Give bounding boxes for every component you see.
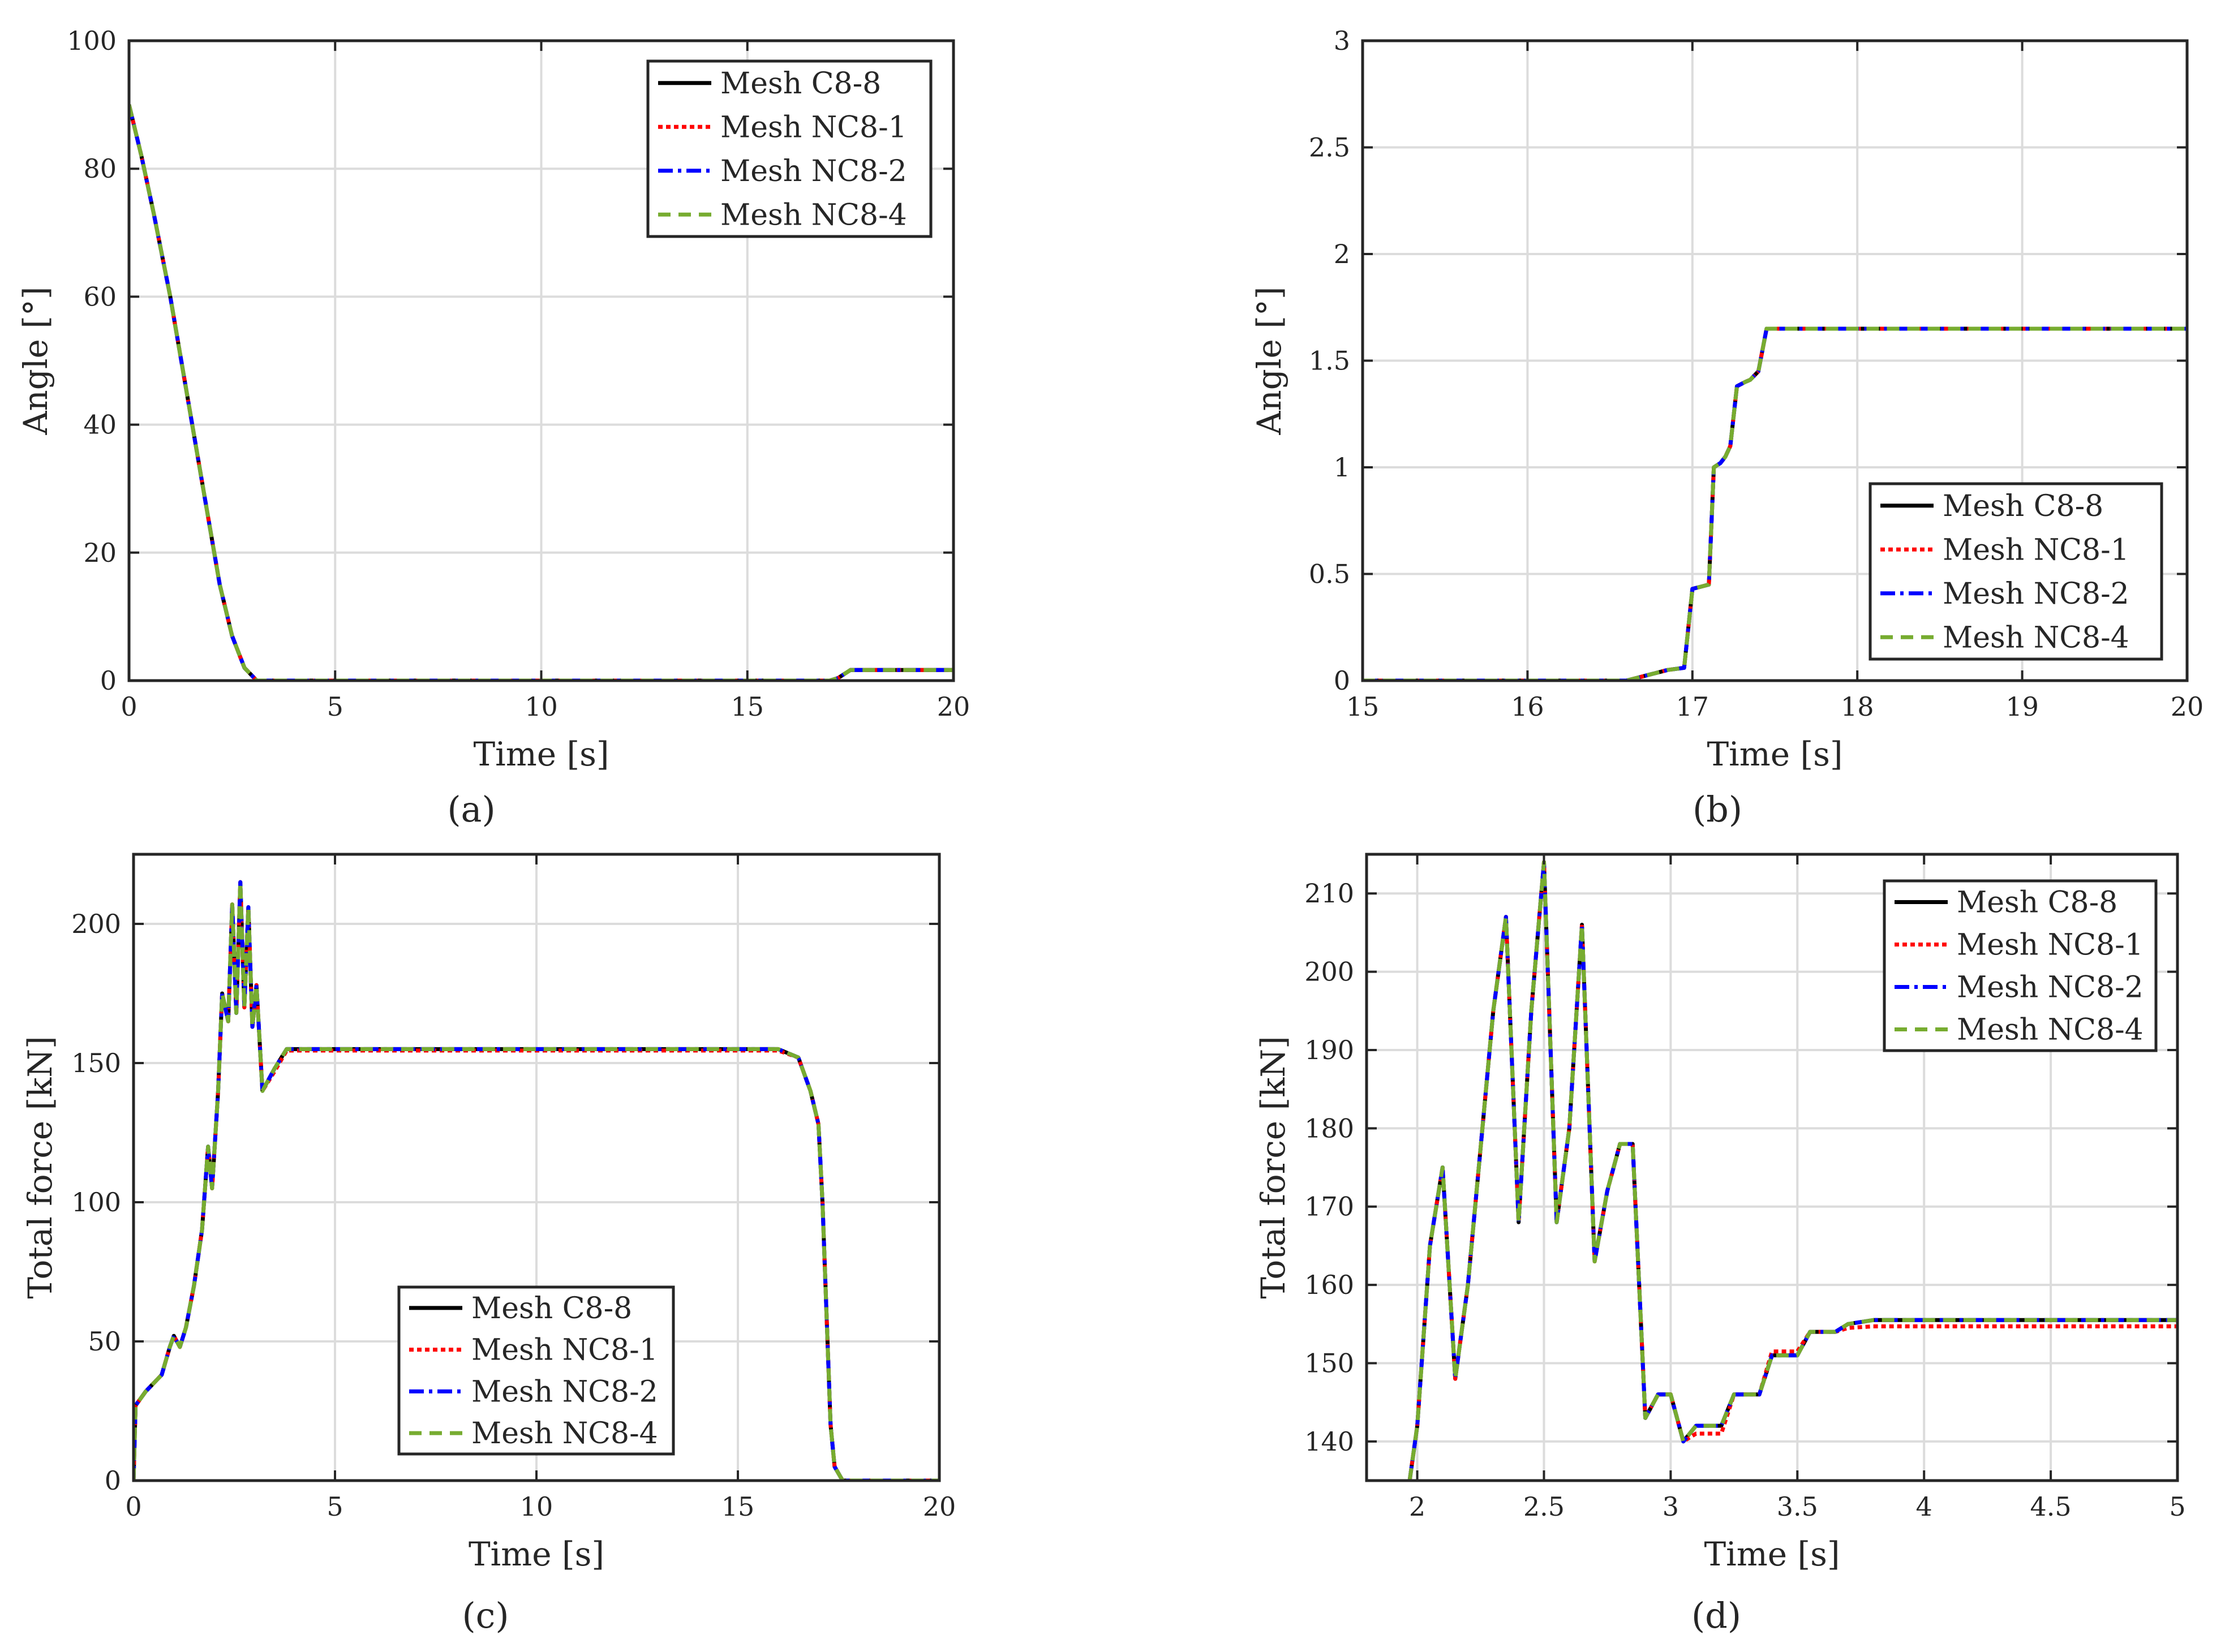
y-tick-label: 180 — [1304, 1113, 1354, 1143]
x-tick-label: 4 — [1916, 1491, 1932, 1522]
y-tick-label: 140 — [1304, 1426, 1354, 1457]
series-line-mesh-nc8-4 — [134, 880, 939, 1481]
x-tick-label: 20 — [923, 1491, 956, 1522]
series-group — [1363, 326, 2187, 681]
y-tick-label: 210 — [1304, 878, 1354, 909]
x-axis-label: Time [s] — [1707, 735, 1842, 773]
legend: Mesh C8-8 Mesh NC8-1 Mesh NC8-2 Mesh NC8-4 — [1883, 879, 2158, 1052]
y-tick-label: 160 — [1304, 1270, 1354, 1300]
y-axis-label: Total force [kN] — [1254, 1036, 1292, 1298]
legend-entry-label: Mesh NC8-2 — [1943, 577, 2129, 611]
y-tick-label: 0.5 — [1309, 559, 1350, 590]
legend-entry-label: Mesh NC8-2 — [720, 154, 907, 188]
x-tick-label: 5 — [327, 1491, 343, 1522]
y-axis-label: Angle [°] — [1250, 287, 1288, 436]
y-tick-label: 150 — [1304, 1348, 1354, 1378]
y-tick-label: 0 — [1334, 665, 1350, 696]
y-tick-label: 3 — [1334, 25, 1350, 56]
y-tick-label: 100 — [71, 1187, 121, 1218]
panel-b: 15 16 17 18 19 20 0 0.5 1 1.5 2 2.5 3 Time [s] Angle [… — [1250, 25, 2203, 830]
y-tick-label: 1.5 — [1309, 346, 1350, 376]
legend-entry-label: Mesh NC8-2 — [471, 1375, 658, 1409]
legend-entry-label: Mesh NC8-4 — [720, 198, 907, 232]
y-tick-label: 1 — [1334, 452, 1350, 483]
y-tick-label: 200 — [1304, 957, 1354, 987]
legend-box — [397, 1285, 675, 1456]
y-tick-label: 80 — [83, 153, 117, 184]
y-tick-label: 200 — [71, 909, 121, 939]
y-tick-label: 2 — [1334, 239, 1350, 269]
series-line-mesh-nc8-4 — [129, 104, 953, 681]
x-tick-label: 20 — [2171, 691, 2204, 722]
y-tick-label: 190 — [1304, 1035, 1354, 1065]
series-line-mesh-nc8-4 — [1363, 326, 2187, 681]
legend-entry-label: Mesh NC8-2 — [1957, 971, 2144, 1005]
y-tick-label: 2.5 — [1309, 132, 1350, 163]
legend-entry-label: Mesh NC8-4 — [1943, 621, 2129, 655]
legend-entry-label: Mesh C8-8 — [1957, 886, 2117, 920]
x-tick-label: 16 — [1511, 691, 1544, 722]
x-tick-label: 15 — [721, 1491, 755, 1522]
y-axis-label: Angle [°] — [16, 287, 55, 436]
x-tick-label: 5 — [327, 691, 343, 722]
panel-a: 0 5 10 15 20 0 20 40 60 80 100 Time [s] Angle [°] Mes… — [16, 25, 970, 830]
legend-entry-label: Mesh NC8-1 — [1943, 533, 2129, 567]
legend: Mesh C8-8 Mesh NC8-1 Mesh NC8-2 Mesh NC8-4 — [1869, 482, 2163, 661]
x-tick-label: 5 — [2169, 1491, 2185, 1522]
x-tick-label: 17 — [1676, 691, 1709, 722]
x-tick-label: 10 — [525, 691, 558, 722]
x-axis-label: Time [s] — [469, 1535, 604, 1573]
y-tick-label: 20 — [83, 537, 117, 568]
legend: Mesh C8-8 Mesh NC8-1 Mesh NC8-2 Mesh NC8-4 — [397, 1285, 675, 1456]
legend-box — [1883, 879, 2158, 1052]
x-tick-label: 19 — [2005, 691, 2039, 722]
y-axis-label: Total force [kN] — [21, 1036, 59, 1298]
legend-entry-label: Mesh NC8-4 — [1957, 1013, 2144, 1047]
y-tick-label: 100 — [67, 25, 117, 56]
series-line-mesh-nc8-4 — [1407, 860, 2177, 1481]
x-tick-label: 0 — [125, 1491, 141, 1522]
x-tick-label: 2.5 — [1523, 1491, 1565, 1522]
y-tick-label: 40 — [83, 410, 117, 440]
y-tick-label: 50 — [88, 1326, 121, 1357]
axes-frame — [1365, 853, 2179, 1482]
legend-entry-label: Mesh C8-8 — [1943, 489, 2103, 523]
series-group — [134, 880, 939, 1481]
panel-d: 2 2.5 3 3.5 4 4.5 5 140 150 160 170 180 190 200 210 Tim… — [1254, 853, 2186, 1636]
panel-label: (c) — [462, 1595, 509, 1636]
legend-entry-label: Mesh NC8-1 — [471, 1333, 658, 1367]
legend-entry-label: Mesh NC8-1 — [720, 110, 907, 144]
x-tick-label: 0 — [121, 691, 137, 722]
legend-box — [646, 59, 933, 238]
x-tick-label: 15 — [1346, 691, 1380, 722]
x-tick-label: 18 — [1841, 691, 1874, 722]
legend-box — [1869, 482, 2163, 661]
legend: Mesh C8-8 Mesh NC8-1 Mesh NC8-2 Mesh NC8-4 — [646, 59, 933, 238]
y-tick-label: 60 — [83, 281, 117, 312]
x-tick-label: 3 — [1663, 1491, 1679, 1522]
x-axis-label: Time [s] — [1704, 1535, 1840, 1573]
x-tick-label: 10 — [520, 1491, 553, 1522]
x-tick-label: 15 — [731, 691, 764, 722]
legend-entry-label: Mesh C8-8 — [720, 67, 881, 101]
y-tick-label: 0 — [105, 1465, 121, 1496]
x-tick-label: 4.5 — [2030, 1491, 2072, 1522]
y-tick-label: 170 — [1304, 1191, 1354, 1222]
panel-label: (d) — [1691, 1595, 1741, 1636]
legend-entry-label: Mesh NC8-4 — [471, 1417, 658, 1451]
series-group — [1407, 860, 2177, 1481]
y-tick-label: 150 — [71, 1048, 121, 1078]
x-tick-label: 3.5 — [1777, 1491, 1818, 1522]
series-group — [129, 104, 953, 681]
panel-label: (a) — [447, 789, 495, 830]
x-tick-label: 2 — [1409, 1491, 1425, 1522]
y-tick-label: 0 — [100, 665, 117, 696]
x-axis-label: Time [s] — [473, 735, 609, 773]
legend-entry-label: Mesh C8-8 — [471, 1292, 632, 1326]
x-tick-label: 20 — [937, 691, 970, 722]
panel-label: (b) — [1693, 789, 1742, 830]
legend-entry-label: Mesh NC8-1 — [1957, 928, 2144, 962]
